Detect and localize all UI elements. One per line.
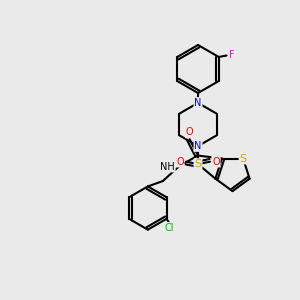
Text: NH: NH bbox=[160, 162, 175, 172]
Text: O: O bbox=[176, 157, 184, 167]
Text: N: N bbox=[194, 98, 202, 108]
Text: O: O bbox=[186, 128, 193, 137]
Text: Cl: Cl bbox=[165, 223, 174, 233]
Text: S: S bbox=[239, 154, 247, 164]
Text: O: O bbox=[212, 157, 220, 167]
Text: N: N bbox=[194, 141, 202, 151]
Text: F: F bbox=[229, 50, 235, 61]
Text: S: S bbox=[194, 159, 202, 169]
